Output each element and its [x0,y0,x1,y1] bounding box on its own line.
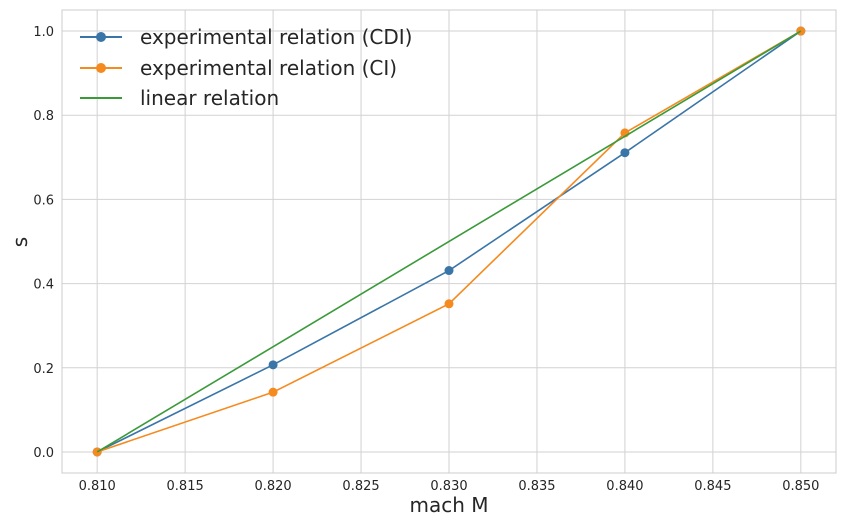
legend-entry-ci: experimental relation (CI) [80,56,397,80]
plot-frame [61,9,837,474]
y-tick-label: 1.0 [33,25,54,40]
legend-entry-linear: linear relation [80,86,279,110]
legend-label-ci: experimental relation (CI) [140,56,397,80]
y-axis-label: s [8,237,32,247]
y-tick-label: 0.0 [33,446,54,461]
legend-marker-cdi [96,32,106,42]
y-tick-label: 0.6 [33,193,54,208]
legend: experimental relation (CDI) experimental… [80,25,412,110]
x-tick-label: 0.840 [606,479,643,494]
x-tick-label: 0.810 [79,479,116,494]
legend-marker-ci [96,63,106,73]
grid [62,10,836,473]
x-tick-label: 0.850 [782,479,819,494]
x-tick-label: 0.845 [694,479,731,494]
data-point-1-2 [444,299,454,309]
series-group [92,26,806,457]
x-axis-label: mach M [409,493,488,517]
x-tick-label: 0.820 [254,479,291,494]
data-point-0-1 [268,360,278,370]
data-point-1-1 [268,387,278,397]
legend-label-cdi: experimental relation (CDI) [140,25,412,49]
y-tick-label: 0.2 [33,362,54,377]
x-tick-labels: 0.810 0.815 0.820 0.825 0.830 0.835 0.840 0.845… [79,479,820,494]
x-tick-label: 0.835 [518,479,555,494]
x-tick-label: 0.830 [430,479,467,494]
data-point-0-3 [620,148,630,158]
series-line-2 [96,30,802,453]
legend-entry-cdi: experimental relation (CDI) [80,25,412,49]
x-tick-label: 0.825 [342,479,379,494]
y-tick-label: 0.8 [33,109,54,124]
y-tick-label: 0.4 [33,278,54,293]
data-point-0-2 [444,266,454,276]
y-tick-labels: 0.0 0.2 0.4 0.6 0.8 1.0 [33,25,54,461]
legend-label-linear: linear relation [140,86,279,110]
x-tick-label: 0.815 [167,479,204,494]
